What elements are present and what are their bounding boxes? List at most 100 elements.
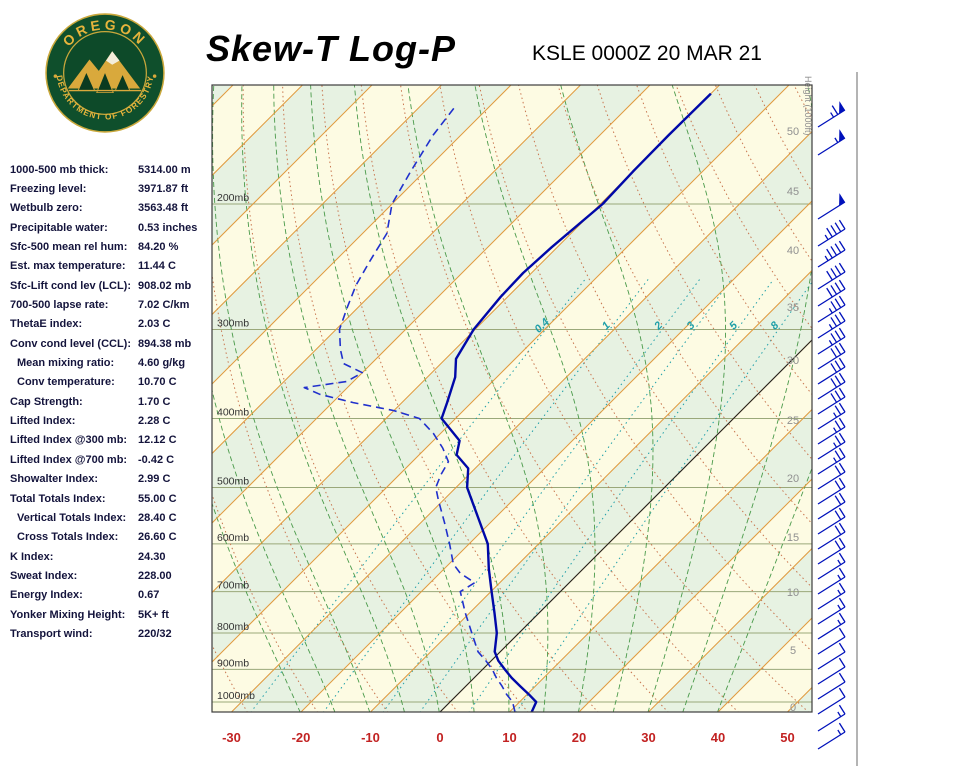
wind-barb	[817, 627, 846, 655]
logo-dot	[152, 74, 157, 78]
svg-text:-10: -10	[361, 730, 380, 745]
dewpoint-curve	[303, 104, 516, 712]
stats-value: 220/32	[138, 627, 172, 640]
odf-logo: OREGON DEPARTMENT OF FORESTRY	[45, 13, 165, 133]
wind-barb	[817, 240, 846, 268]
stats-label: Sfc-Lift cond lev (LCL):	[10, 279, 131, 292]
wind-barb	[817, 129, 846, 156]
svg-text:40: 40	[711, 730, 725, 745]
stats-label: Cap Strength:	[10, 395, 83, 408]
wind-barb	[817, 295, 846, 323]
temp-axis-labels: -30 -20 -10 0 10 20 30 40 50	[222, 730, 795, 745]
stats-row: ThetaE index: 2.03 C	[10, 315, 210, 334]
svg-text:400mb: 400mb	[217, 406, 249, 418]
stats-value: 2.28 C	[138, 415, 171, 428]
stats-value: 1.70 C	[138, 395, 171, 408]
stats-value: 7.02 C/km	[138, 299, 190, 312]
svg-text:50: 50	[787, 126, 799, 138]
freezing-isotherm	[439, 339, 812, 712]
svg-text:25: 25	[787, 415, 799, 427]
stats-row: Showalter Index: 2.99 C	[10, 470, 210, 489]
stats-row: Sfc-Lift cond lev (LCL): 908.02 mb	[10, 276, 210, 295]
stats-row: Lifted Index: 2.28 C	[10, 411, 210, 430]
wind-barb	[817, 477, 846, 505]
svg-text:-30: -30	[222, 730, 241, 745]
stats-value: 24.30	[138, 550, 166, 563]
stats-value: 2.03 C	[138, 318, 171, 331]
wind-barb	[817, 327, 846, 355]
stats-label: Energy Index:	[10, 589, 83, 602]
stats-label: Showalter Index:	[10, 473, 99, 486]
svg-text:800mb: 800mb	[217, 621, 249, 633]
stats-row: Precipitable water: 0.53 inches	[10, 218, 210, 237]
svg-text:15: 15	[787, 532, 799, 544]
station-header: KSLE 0000Z 20 MAR 21	[532, 42, 762, 65]
stats-value: 4.60 g/kg	[138, 357, 186, 370]
svg-text:10: 10	[787, 587, 799, 599]
stats-row: Est. max temperature: 11.44 C	[10, 257, 210, 276]
plot-frame	[211, 84, 813, 713]
pressure-gridlines	[212, 203, 812, 703]
wind-barb	[817, 567, 846, 595]
stats-row: Total Totals Index: 55.00 C	[10, 489, 210, 508]
wind-barb	[817, 432, 846, 460]
stats-row: Sweat Index: 228.00	[10, 566, 210, 585]
stats-value: 3563.48 ft	[138, 202, 189, 215]
stats-label: 700-500 lapse rate:	[10, 299, 109, 312]
stats-value: 28.40 C	[138, 511, 177, 524]
stats-row: Vertical Totals Index: 28.40 C	[10, 508, 210, 527]
temperature-curve	[440, 92, 712, 712]
dry-adiabats	[212, 85, 812, 712]
wind-barb	[817, 262, 846, 290]
isotherm-bands	[212, 85, 812, 712]
stats-value: 84.20 %	[138, 241, 179, 254]
wind-barb	[817, 193, 846, 220]
stats-value: 55.00 C	[138, 492, 177, 505]
page-title: Skew-T Log-P	[206, 28, 457, 69]
logo-dot	[53, 74, 58, 78]
stats-row: Cross Totals Index: 26.60 C	[10, 528, 210, 547]
stats-row: Wetbulb zero: 3563.48 ft	[10, 199, 210, 218]
stats-row: K Index: 24.30	[10, 547, 210, 566]
stats-value: 228.00	[138, 569, 172, 582]
svg-text:30: 30	[787, 355, 799, 367]
svg-text:30: 30	[641, 730, 655, 745]
wind-barbs	[817, 101, 846, 750]
wind-barb	[817, 372, 846, 400]
wind-barb	[817, 722, 846, 750]
svg-text:5: 5	[790, 645, 796, 657]
svg-text:900mb: 900mb	[217, 657, 249, 669]
stats-label: Mean mixing ratio:	[17, 357, 115, 370]
stats-label: Sfc-500 mean rel hum:	[10, 241, 128, 254]
stats-value: 5K+ ft	[138, 608, 169, 621]
svg-text:200mb: 200mb	[217, 192, 249, 204]
stats-row: Cap Strength: 1.70 C	[10, 392, 210, 411]
stats-row: Lifted Index @300 mb: 12.12 C	[10, 431, 210, 450]
stats-row: 1000-500 mb thick: 5314.00 m	[10, 160, 210, 179]
wind-barb	[817, 612, 846, 640]
svg-text:50: 50	[780, 730, 794, 745]
stats-label: Precipitable water:	[10, 221, 108, 234]
svg-text:300mb: 300mb	[217, 317, 249, 329]
stats-value: 894.38 mb	[138, 337, 192, 350]
stats-label: Sweat Index:	[10, 569, 78, 582]
wind-barb	[817, 219, 846, 247]
stats-label: Vertical Totals Index:	[17, 511, 127, 524]
stats-row: Freezing level: 3971.87 ft	[10, 179, 210, 198]
wind-barb	[817, 507, 846, 535]
height-axis-label: Height (1000ft)	[803, 76, 813, 136]
wind-barb	[817, 642, 846, 670]
stats-panel: 1000-500 mb thick: 5314.00 m Freezing leve…	[10, 160, 210, 644]
svg-text:35: 35	[787, 302, 799, 314]
stats-value: 12.12 C	[138, 434, 177, 447]
stats-label: ThetaE index:	[10, 318, 83, 331]
wind-barb	[817, 522, 846, 550]
stats-label: Wetbulb zero:	[10, 202, 83, 215]
wind-barb	[817, 672, 846, 700]
stats-label: Cross Totals Index:	[17, 531, 119, 544]
stats-row: Transport wind: 220/32	[10, 624, 210, 643]
stats-value: 0.67	[138, 589, 160, 602]
stats-label: Freezing level:	[10, 183, 87, 196]
svg-text:45: 45	[787, 186, 799, 198]
